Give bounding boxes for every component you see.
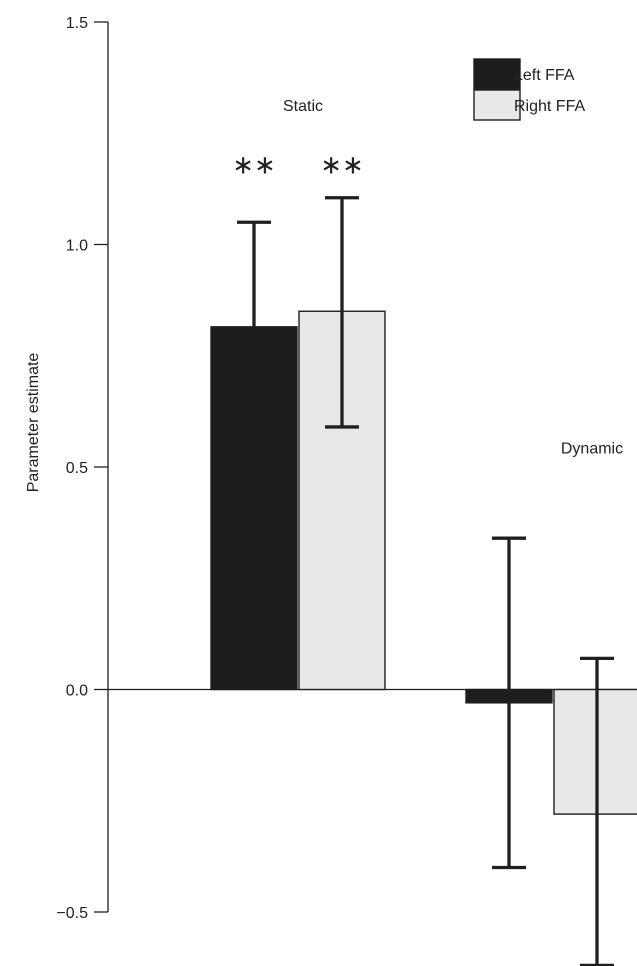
y-tick-label: 1.0 xyxy=(66,238,88,255)
labels-layer: ∗∗ ∗∗ Static Dynamic xyxy=(232,98,623,458)
significance-marker: ∗∗ xyxy=(320,150,364,180)
error-bars-layer xyxy=(237,196,614,966)
legend: Left FFA Right FFA xyxy=(473,58,585,121)
y-tick-label: 0.5 xyxy=(66,460,88,477)
legend-label-left-ffa: Left FFA xyxy=(514,67,575,84)
significance-marker: ∗∗ xyxy=(232,150,276,180)
legend-swatch-right-ffa xyxy=(473,89,521,121)
legend-label-right-ffa: Right FFA xyxy=(514,98,585,115)
y-axis-label: Parameter estimate xyxy=(25,353,42,493)
bar-left-ffa-static xyxy=(210,326,298,691)
y-tick-label: 1.5 xyxy=(66,15,88,32)
group-label-dynamic: Dynamic xyxy=(561,441,623,458)
axis-layer: 1.5 1.0 0.5 0.0 −0.5 Parameter estimate xyxy=(25,15,637,922)
y-tick-label: 0.0 xyxy=(66,683,88,700)
bars-layer xyxy=(210,310,637,815)
legend-swatch-left-ffa xyxy=(473,58,521,90)
y-tick-label: −0.5 xyxy=(56,905,88,922)
group-label-static: Static xyxy=(283,98,323,115)
